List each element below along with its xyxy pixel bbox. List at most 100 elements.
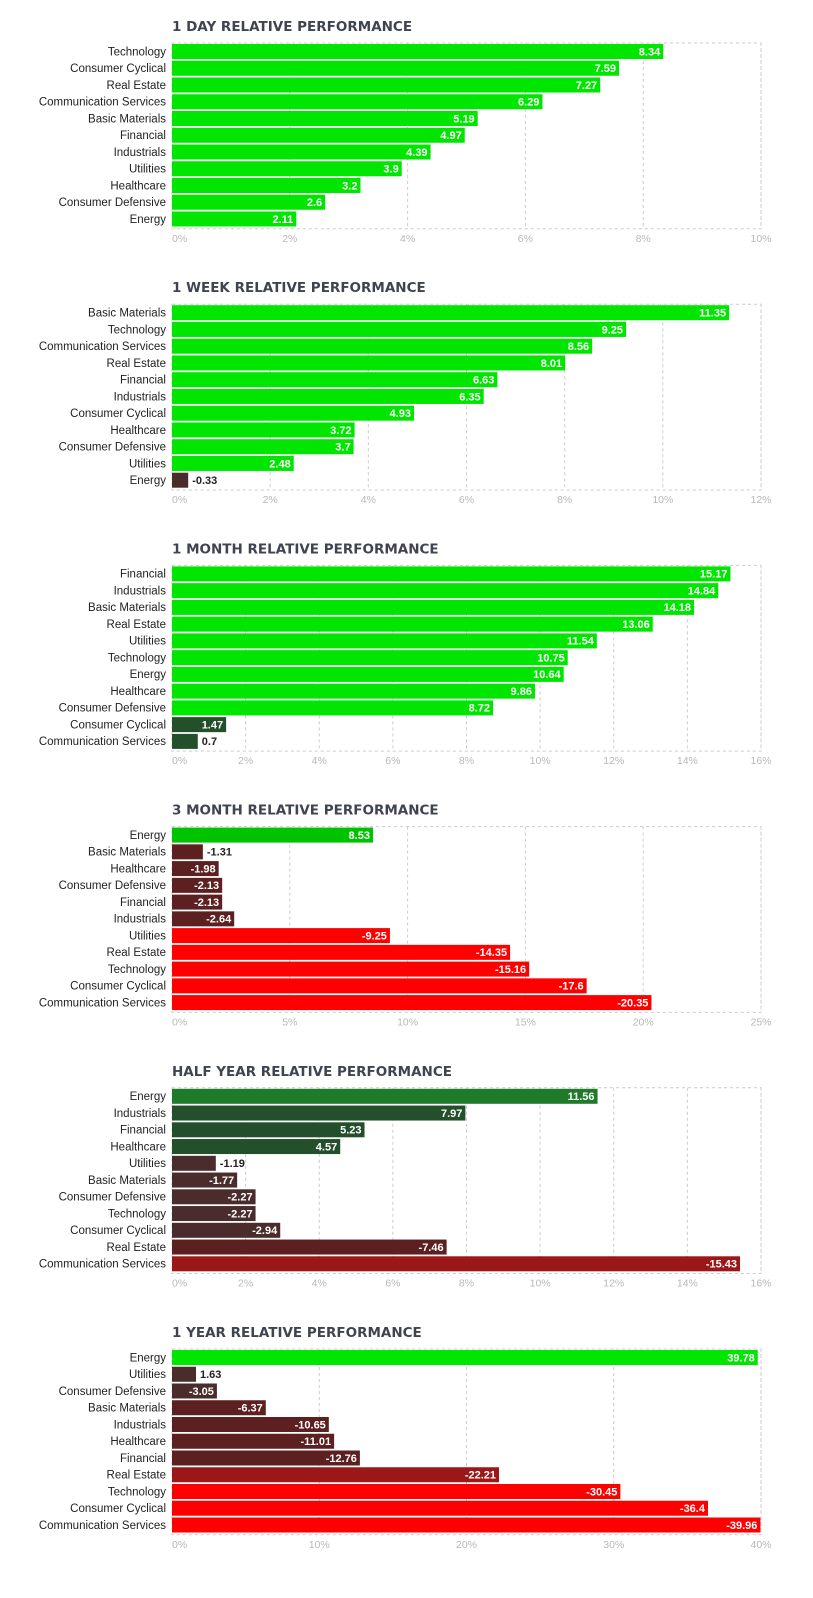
value-label: 14.18	[663, 602, 691, 614]
category-label: Industrials	[114, 1108, 167, 1120]
value-label: 10.64	[533, 669, 561, 681]
tick-label: 10%	[397, 1016, 418, 1028]
bar[interactable]	[172, 928, 390, 944]
value-label: -1.98	[191, 863, 216, 875]
bar[interactable]	[172, 1383, 217, 1399]
bar[interactable]	[172, 633, 597, 649]
bar[interactable]	[172, 372, 498, 388]
bar[interactable]	[172, 1155, 216, 1171]
bar[interactable]	[172, 1172, 238, 1188]
bar[interactable]	[172, 1400, 266, 1416]
bar[interactable]	[172, 1484, 621, 1499]
category-label: Consumer Defensive	[59, 1386, 166, 1398]
bar[interactable]	[172, 161, 402, 177]
category-label: Real Estate	[107, 358, 166, 370]
bar[interactable]	[172, 1122, 365, 1138]
category-label: Consumer Cyclical	[70, 981, 166, 993]
bar[interactable]	[172, 717, 227, 733]
category-label: Utilities	[129, 458, 166, 470]
category-label: Communication Services	[39, 1259, 166, 1271]
bar[interactable]	[172, 599, 695, 615]
bar[interactable]	[172, 844, 203, 860]
bar[interactable]	[172, 961, 530, 977]
bar[interactable]	[172, 861, 219, 877]
bar[interactable]	[172, 60, 620, 76]
bar[interactable]	[172, 1088, 598, 1104]
bar[interactable]	[172, 455, 294, 471]
bar[interactable]	[172, 995, 652, 1011]
bar[interactable]	[172, 211, 297, 227]
category-label: Energy	[130, 1352, 167, 1364]
bar[interactable]	[172, 683, 535, 699]
value-label: 9.86	[511, 686, 532, 698]
tick-label: 2%	[263, 494, 278, 506]
tick-label: 8%	[636, 233, 651, 245]
bar[interactable]	[172, 94, 543, 110]
bar[interactable]	[172, 472, 189, 488]
bar[interactable]	[172, 44, 664, 59]
bar[interactable]	[172, 355, 566, 371]
bar[interactable]	[172, 877, 223, 893]
tick-label: 10%	[652, 494, 673, 506]
value-label: 5.19	[453, 113, 474, 125]
category-label: Communication Services	[39, 1520, 166, 1532]
chart-4: 3 MONTH RELATIVE PERFORMANCE Energy 8.53 Ba…	[39, 803, 772, 1029]
bar[interactable]	[172, 894, 223, 910]
category-label: Healthcare	[110, 425, 166, 437]
bar[interactable]	[172, 944, 511, 960]
bar[interactable]	[172, 1433, 335, 1449]
category-label: Communication Services	[39, 736, 166, 748]
bar[interactable]	[172, 566, 731, 582]
bar[interactable]	[172, 388, 484, 404]
bar[interactable]	[172, 978, 587, 994]
bar[interactable]	[172, 733, 198, 749]
bar[interactable]	[172, 1139, 341, 1155]
bar[interactable]	[172, 1256, 741, 1272]
bar[interactable]	[172, 1222, 281, 1238]
bar[interactable]	[172, 144, 431, 160]
bar[interactable]	[172, 1450, 360, 1466]
chart-3: 1 MONTH RELATIVE PERFORMANCE Financial 15.…	[39, 541, 772, 767]
bar[interactable]	[172, 111, 478, 126]
bar[interactable]	[172, 1105, 466, 1121]
bar[interactable]	[172, 1517, 761, 1533]
bar[interactable]	[172, 1366, 197, 1382]
category-label: Healthcare	[110, 1436, 166, 1448]
bar[interactable]	[172, 616, 653, 632]
bar[interactable]	[172, 827, 373, 843]
bar[interactable]	[172, 321, 627, 337]
bar[interactable]	[172, 1189, 256, 1205]
bar[interactable]	[172, 911, 235, 927]
bar[interactable]	[172, 178, 361, 193]
category-label: Consumer Cyclical	[70, 63, 166, 75]
bar[interactable]	[172, 405, 414, 421]
bar[interactable]	[172, 1500, 708, 1516]
bar[interactable]	[172, 422, 355, 438]
bar[interactable]	[172, 305, 730, 321]
bar[interactable]	[172, 583, 719, 599]
bar[interactable]	[172, 1467, 500, 1483]
bar[interactable]	[172, 1206, 256, 1222]
bar[interactable]	[172, 439, 354, 455]
bar[interactable]	[172, 1239, 447, 1255]
bar[interactable]	[172, 127, 465, 143]
bar[interactable]	[172, 650, 568, 666]
value-label: 11.56	[568, 1091, 595, 1103]
bar[interactable]	[172, 1350, 758, 1365]
category-label: Technology	[108, 46, 166, 58]
category-label: Financial	[120, 569, 166, 581]
bar[interactable]	[172, 194, 326, 210]
bar[interactable]	[172, 700, 494, 716]
bar[interactable]	[172, 1417, 329, 1432]
category-label: Utilities	[129, 930, 166, 942]
bar[interactable]	[172, 666, 564, 682]
value-label: 3.9	[383, 164, 398, 176]
tick-label: 20%	[633, 1016, 654, 1028]
category-label: Real Estate	[107, 619, 166, 631]
chart-title: 3 MONTH RELATIVE PERFORMANCE	[172, 803, 439, 819]
value-label: -6.37	[238, 1403, 263, 1415]
bar[interactable]	[172, 77, 601, 93]
bar[interactable]	[172, 338, 593, 354]
tick-label: 0%	[172, 233, 187, 245]
value-label: 11.54	[567, 636, 595, 648]
